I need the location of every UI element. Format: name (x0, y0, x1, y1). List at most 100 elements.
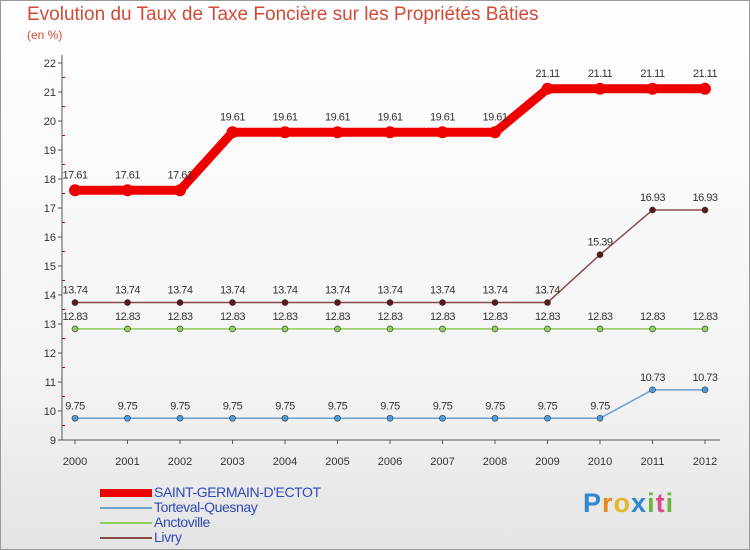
x-tick-label: 2000 (63, 456, 87, 468)
data-point (229, 325, 236, 333)
data-label: 12.83 (167, 311, 192, 323)
data-label: 9.75 (223, 400, 243, 412)
data-label: 21.11 (640, 68, 665, 80)
data-point (436, 126, 449, 139)
logo-letter: i (647, 488, 656, 518)
data-point (649, 206, 656, 214)
data-point (439, 414, 446, 422)
data-point (541, 82, 554, 95)
data-label: 17.61 (62, 169, 87, 181)
x-tick-label: 2011 (641, 456, 665, 468)
data-point (71, 299, 79, 306)
data-point (176, 299, 184, 306)
data-label: 19.61 (272, 111, 297, 123)
data-label: 13.74 (220, 285, 245, 297)
data-point (69, 184, 81, 197)
y-tick-label: 20 (44, 116, 56, 128)
data-point (334, 325, 341, 333)
data-point (699, 82, 711, 95)
data-point (174, 184, 186, 197)
data-label: 17.61 (167, 169, 192, 181)
data-point (176, 414, 184, 422)
series-markers (69, 82, 711, 422)
data-label: 9.75 (118, 400, 138, 412)
y-tick-label: 16 (44, 232, 56, 244)
legend-swatch (100, 522, 152, 524)
data-point (491, 414, 499, 422)
y-tick-label: 17 (44, 203, 56, 215)
data-point (439, 299, 446, 306)
data-point (386, 325, 394, 333)
data-point (544, 325, 551, 333)
data-label: 9.75 (170, 400, 190, 412)
y-tick-label: 10 (44, 406, 56, 418)
data-label: 17.61 (115, 169, 140, 181)
data-label: 9.75 (485, 400, 505, 412)
y-tick-label: 12 (44, 348, 56, 360)
data-point (646, 82, 659, 95)
logo-letter: t (655, 488, 666, 518)
legend-label: Anctoville (154, 514, 210, 530)
legend-label: Livry (154, 529, 182, 545)
data-point (281, 325, 289, 333)
chart-title: Evolution du Taux de Taxe Foncière sur l… (27, 4, 539, 25)
data-point (544, 414, 551, 422)
data-label: 21.11 (535, 68, 560, 80)
data-label: 9.75 (65, 400, 85, 412)
data-label: 12.83 (482, 311, 507, 323)
data-point (124, 299, 131, 306)
logo-letter: x (631, 488, 648, 518)
data-label: 12.83 (430, 311, 455, 323)
data-label: 9.75 (328, 400, 348, 412)
data-label: 9.75 (380, 400, 400, 412)
y-tick-label: 22 (44, 58, 56, 70)
data-point (491, 325, 499, 333)
data-point (334, 299, 341, 306)
data-point (176, 325, 184, 333)
legend-label: SAINT-GERMAIN-D'ECTOT (154, 484, 321, 500)
data-point (124, 325, 131, 333)
data-point (229, 414, 236, 422)
x-tick-label: 2010 (588, 456, 612, 468)
x-tick-label: 2004 (273, 456, 297, 468)
data-point (701, 325, 709, 333)
data-point (386, 299, 394, 306)
data-label: 10.73 (640, 372, 665, 384)
data-label: 13.74 (482, 285, 507, 297)
y-tick-label: 14 (44, 290, 56, 302)
data-label: 13.74 (62, 285, 87, 297)
proxiti-logo: Proxiti (583, 488, 674, 519)
logo-letter: o (613, 488, 632, 518)
data-point (594, 82, 606, 95)
data-point (439, 325, 446, 333)
data-point (596, 414, 604, 422)
data-point (384, 126, 396, 139)
logo-letter: P (583, 488, 603, 518)
data-label: 12.83 (640, 311, 665, 323)
x-tick-label: 2008 (483, 456, 507, 468)
y-tick-label: 18 (44, 174, 56, 186)
data-label: 21.11 (693, 68, 718, 80)
data-label: 12.83 (220, 311, 245, 323)
logo-letter: r (602, 488, 614, 518)
data-point (281, 414, 289, 422)
data-label: 12.83 (325, 311, 350, 323)
data-label: 13.74 (377, 285, 402, 297)
data-point (386, 414, 394, 422)
unit-label: (en %) (27, 28, 63, 42)
data-point (649, 325, 656, 333)
data-label: 19.61 (430, 111, 455, 123)
y-tick-label: 15 (44, 261, 56, 273)
data-label: 13.74 (430, 285, 455, 297)
y-tick-label: 9 (50, 435, 56, 447)
legend-swatch (100, 507, 152, 509)
data-label: 9.75 (590, 400, 610, 412)
data-point (121, 184, 134, 197)
logo-letter: i (665, 488, 675, 518)
data-point (71, 325, 79, 333)
data-point (544, 299, 551, 306)
y-tick-label: 11 (45, 377, 56, 389)
data-point (334, 414, 341, 422)
data-label: 13.74 (115, 285, 140, 297)
x-tick-label: 2005 (325, 456, 349, 468)
